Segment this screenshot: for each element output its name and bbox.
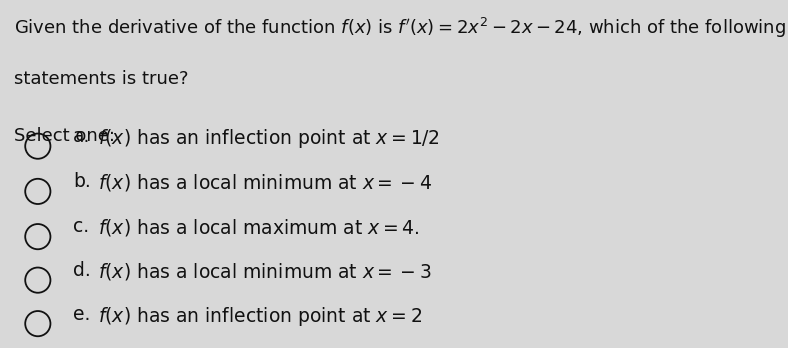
Text: $f(x)$ has an inflection point at $x = 1/2$: $f(x)$ has an inflection point at $x = 1… bbox=[98, 127, 440, 150]
Text: $f(x)$ has a local minimum at $x = -4$: $f(x)$ has a local minimum at $x = -4$ bbox=[98, 172, 433, 193]
Text: c.: c. bbox=[73, 218, 89, 237]
Text: $f(x)$ has a local minimum at $x = -3$: $f(x)$ has a local minimum at $x = -3$ bbox=[98, 261, 433, 282]
Text: a.: a. bbox=[73, 127, 91, 146]
Text: Given the derivative of the function $f(x)$ is $f'(x) = 2x^2 - 2x - 24$, which o: Given the derivative of the function $f(… bbox=[14, 16, 786, 40]
Text: $f(x)$ has an inflection point at $x = 2$: $f(x)$ has an inflection point at $x = 2… bbox=[98, 304, 422, 327]
Text: statements is true?: statements is true? bbox=[14, 70, 188, 88]
Text: b.: b. bbox=[73, 172, 91, 191]
Text: Select one:: Select one: bbox=[14, 127, 115, 145]
Text: d.: d. bbox=[73, 261, 91, 280]
Text: $f(x)$ has a local maximum at $x = 4$.: $f(x)$ has a local maximum at $x = 4$. bbox=[98, 218, 420, 238]
Text: e.: e. bbox=[73, 304, 91, 324]
